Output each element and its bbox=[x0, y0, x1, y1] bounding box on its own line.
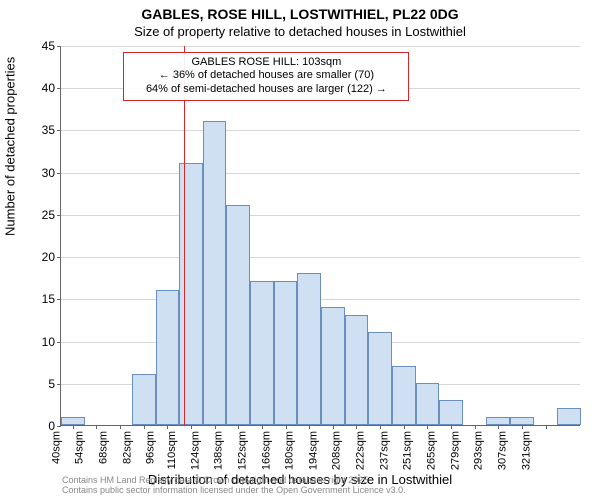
y-tick bbox=[57, 130, 61, 131]
x-tick bbox=[309, 425, 310, 429]
x-tick-label: 307sqm bbox=[496, 431, 508, 470]
y-axis-label: Number of detached properties bbox=[3, 57, 18, 236]
histogram-bar bbox=[179, 163, 203, 425]
histogram-bar bbox=[439, 400, 463, 425]
histogram-bar bbox=[392, 366, 416, 425]
annotation-line: GABLES ROSE HILL: 103sqm bbox=[130, 56, 402, 70]
y-tick-label: 45 bbox=[42, 39, 55, 53]
x-tick-label: 265sqm bbox=[425, 431, 437, 470]
x-tick bbox=[167, 425, 168, 429]
histogram-bar bbox=[274, 281, 298, 425]
x-tick bbox=[451, 425, 452, 429]
histogram-bar bbox=[297, 273, 321, 425]
histogram-bar bbox=[345, 315, 369, 425]
y-tick bbox=[57, 215, 61, 216]
x-tick-label: 208sqm bbox=[331, 431, 343, 470]
histogram-bar bbox=[486, 417, 510, 425]
y-tick bbox=[57, 342, 61, 343]
x-tick bbox=[404, 425, 405, 429]
x-tick-label: 68sqm bbox=[98, 431, 110, 464]
x-tick-label: 124sqm bbox=[189, 431, 201, 470]
x-tick bbox=[498, 425, 499, 429]
x-tick bbox=[191, 425, 192, 429]
x-tick bbox=[380, 425, 381, 429]
x-tick-label: 293sqm bbox=[473, 431, 485, 470]
y-tick bbox=[57, 299, 61, 300]
y-tick bbox=[57, 384, 61, 385]
annotation-line: 64% of semi-detached houses are larger (… bbox=[130, 83, 402, 97]
y-tick-label: 15 bbox=[42, 292, 55, 306]
x-tick bbox=[262, 425, 263, 429]
footer-line: Contains public sector information licen… bbox=[62, 486, 406, 496]
gridline bbox=[61, 257, 580, 258]
reference-line bbox=[184, 46, 185, 425]
y-tick-label: 30 bbox=[42, 166, 55, 180]
gridline bbox=[61, 46, 580, 47]
x-tick-label: 321sqm bbox=[520, 431, 532, 470]
footer-attribution: Contains HM Land Registry data © Crown c… bbox=[62, 476, 406, 496]
x-tick-label: 82sqm bbox=[121, 431, 133, 464]
y-tick-label: 10 bbox=[42, 335, 55, 349]
chart-title-sub: Size of property relative to detached ho… bbox=[0, 24, 600, 39]
histogram-bar bbox=[321, 307, 345, 425]
annotation-box: GABLES ROSE HILL: 103sqm ← 36% of detach… bbox=[123, 52, 409, 101]
x-tick bbox=[73, 425, 74, 429]
x-tick-label: 96sqm bbox=[145, 431, 157, 464]
x-tick-label: 279sqm bbox=[449, 431, 461, 470]
x-tick bbox=[215, 425, 216, 429]
histogram-bar bbox=[250, 281, 274, 425]
y-tick bbox=[57, 257, 61, 258]
histogram-bar bbox=[203, 121, 227, 425]
x-tick-label: 237sqm bbox=[378, 431, 390, 470]
histogram-bar bbox=[132, 374, 156, 425]
x-tick bbox=[522, 425, 523, 429]
y-tick-label: 25 bbox=[42, 208, 55, 222]
x-tick-label: 251sqm bbox=[402, 431, 414, 470]
x-tick-label: 222sqm bbox=[355, 431, 367, 470]
histogram-bar bbox=[156, 290, 180, 425]
x-tick bbox=[546, 425, 547, 429]
x-tick bbox=[333, 425, 334, 429]
x-tick bbox=[120, 425, 121, 429]
chart-container: GABLES, ROSE HILL, LOSTWITHIEL, PL22 0DG… bbox=[0, 0, 600, 500]
x-tick-label: 194sqm bbox=[307, 431, 319, 470]
x-tick bbox=[286, 425, 287, 429]
x-tick bbox=[238, 425, 239, 429]
x-tick-label: 40sqm bbox=[50, 431, 62, 464]
annotation-line: ← 36% of detached houses are smaller (70… bbox=[130, 69, 402, 83]
gridline bbox=[61, 173, 580, 174]
x-tick bbox=[356, 425, 357, 429]
y-tick-label: 35 bbox=[42, 123, 55, 137]
y-tick bbox=[57, 173, 61, 174]
y-tick-label: 40 bbox=[42, 81, 55, 95]
gridline bbox=[61, 215, 580, 216]
x-tick-label: 110sqm bbox=[166, 431, 178, 469]
y-tick bbox=[57, 46, 61, 47]
x-tick-label: 54sqm bbox=[74, 431, 86, 464]
y-tick bbox=[57, 426, 61, 427]
x-tick bbox=[475, 425, 476, 429]
histogram-bar bbox=[557, 408, 581, 425]
x-tick-label: 180sqm bbox=[284, 431, 296, 470]
histogram-bar bbox=[61, 417, 85, 425]
x-tick-label: 138sqm bbox=[213, 431, 225, 470]
y-tick-label: 5 bbox=[48, 377, 55, 391]
y-tick-label: 20 bbox=[42, 250, 55, 264]
x-tick bbox=[96, 425, 97, 429]
y-tick bbox=[57, 88, 61, 89]
x-tick bbox=[144, 425, 145, 429]
gridline bbox=[61, 130, 580, 131]
histogram-bar bbox=[510, 417, 534, 425]
chart-title-main: GABLES, ROSE HILL, LOSTWITHIEL, PL22 0DG bbox=[0, 6, 600, 22]
histogram-bar bbox=[416, 383, 440, 425]
histogram-bar bbox=[226, 205, 250, 425]
x-tick-label: 152sqm bbox=[236, 431, 248, 470]
x-tick-label: 166sqm bbox=[260, 431, 272, 470]
plot-area: 05101520253035404540sqm54sqm68sqm82sqm96… bbox=[60, 46, 580, 426]
histogram-bar bbox=[368, 332, 392, 425]
x-tick bbox=[427, 425, 428, 429]
